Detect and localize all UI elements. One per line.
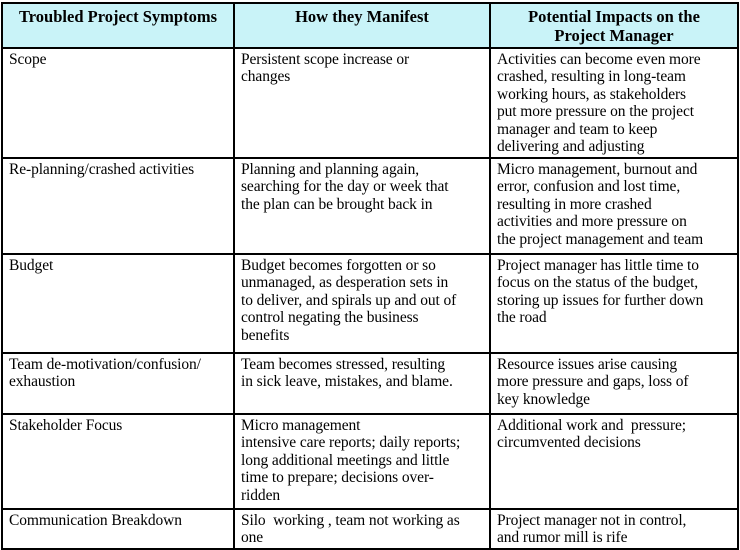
manifest-cell: Team becomes stressed, resulting in sick…	[233, 351, 491, 415]
symptom-cell: Scope	[1, 47, 235, 159]
table-row-scope: Scope Persistent scope increase or chang…	[1, 47, 739, 159]
impact-cell: Micro management, burnout and error, con…	[489, 156, 739, 255]
table-row-communication-breakdown: Communication Breakdown Silo working , t…	[1, 507, 739, 550]
symptom-cell: Communication Breakdown	[1, 507, 235, 550]
symptom-cell: Budget	[1, 252, 235, 354]
table-row-team-demotivation: Team de-motivation/confusion/ exhaustion…	[1, 351, 739, 415]
symptom-cell: Stakeholder Focus	[1, 412, 235, 510]
impact-cell: Project manager has little time to focus…	[489, 252, 739, 354]
manifest-cell: Persistent scope increase or changes	[233, 47, 491, 159]
table-row-replanning: Re-planning/crashed activities Planning …	[1, 156, 739, 255]
header-impacts: Potential Impacts on the Project Manager	[489, 2, 739, 49]
header-manifest: How they Manifest	[233, 2, 491, 49]
impact-cell: Project manager not in control, and rumo…	[489, 507, 739, 550]
symptom-cell: Re-planning/crashed activities	[1, 156, 235, 255]
header-row: Troubled Project Symptoms How they Manif…	[1, 2, 739, 49]
manifest-cell: Micro management intensive care reports;…	[233, 412, 491, 510]
table-row-budget: Budget Budget becomes forgotten or so un…	[1, 252, 739, 354]
manifest-cell: Budget becomes forgotten or so unmanaged…	[233, 252, 491, 354]
manifest-cell: Planning and planning again, searching f…	[233, 156, 491, 255]
symptom-cell: Team de-motivation/confusion/ exhaustion	[1, 351, 235, 415]
impact-cell: Additional work and pressure; circumvent…	[489, 412, 739, 510]
header-symptoms: Troubled Project Symptoms	[1, 2, 235, 49]
impact-cell: Resource issues arise causing more press…	[489, 351, 739, 415]
table-row-stakeholder-focus: Stakeholder Focus Micro management inten…	[1, 412, 739, 510]
impact-cell: Activities can become even more crashed,…	[489, 47, 739, 159]
manifest-cell: Silo working , team not working as one	[233, 507, 491, 550]
